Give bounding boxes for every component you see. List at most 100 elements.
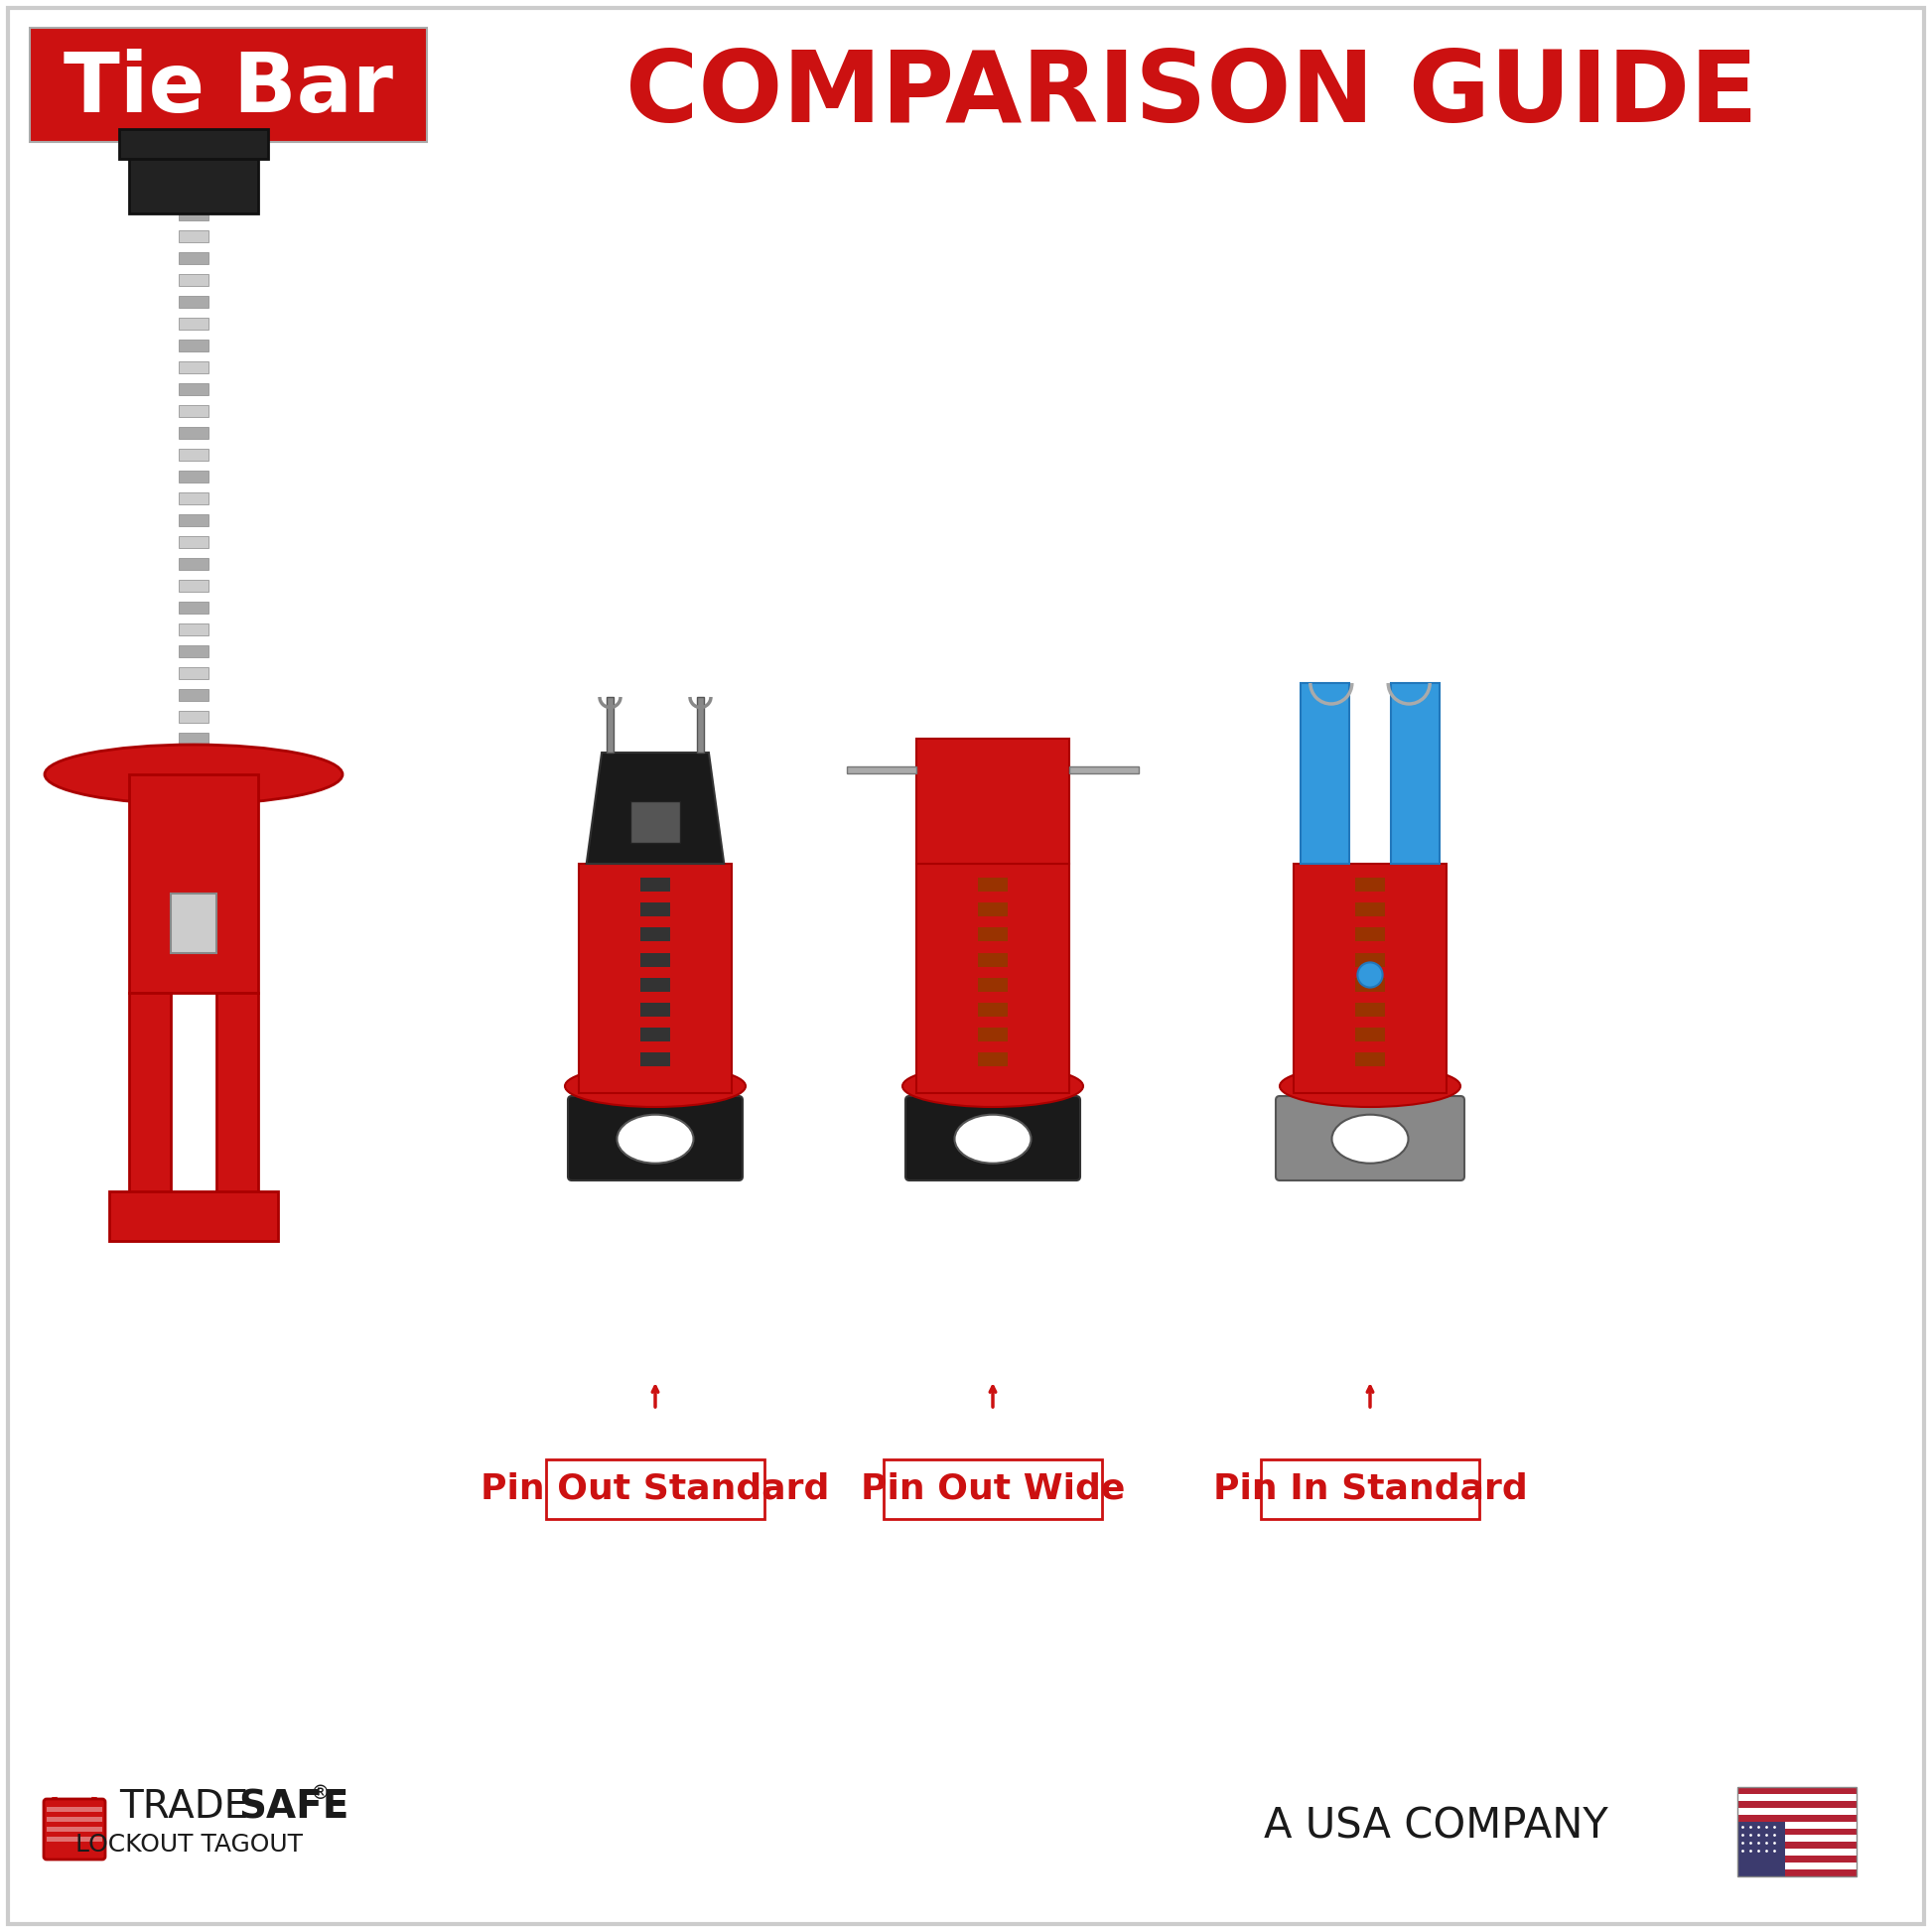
Bar: [178, 209, 209, 220]
Text: Pin Out Standard: Pin Out Standard: [481, 1472, 829, 1507]
Bar: [1354, 877, 1385, 891]
Bar: [230, 155, 236, 213]
Bar: [46, 1816, 102, 1822]
Bar: [178, 230, 209, 242]
Bar: [639, 1053, 670, 1066]
Bar: [1737, 1801, 1857, 1808]
Bar: [129, 993, 170, 1211]
FancyBboxPatch shape: [1262, 1459, 1480, 1519]
Bar: [1354, 1053, 1385, 1066]
Bar: [178, 471, 209, 483]
Bar: [1737, 1787, 1857, 1795]
Bar: [178, 361, 209, 373]
Bar: [178, 558, 209, 570]
Bar: [639, 1028, 670, 1041]
Text: SAFE: SAFE: [238, 1787, 350, 1826]
Text: Tie Bar: Tie Bar: [64, 48, 392, 129]
Text: ®: ®: [309, 1783, 328, 1803]
Bar: [639, 978, 670, 991]
Bar: [978, 1028, 1009, 1041]
Bar: [846, 767, 916, 773]
Bar: [178, 580, 209, 591]
Bar: [46, 1806, 102, 1812]
Bar: [170, 993, 216, 1211]
Polygon shape: [587, 753, 724, 864]
Ellipse shape: [1279, 1065, 1461, 1107]
Bar: [639, 902, 670, 916]
FancyBboxPatch shape: [883, 1459, 1101, 1519]
Bar: [580, 864, 732, 1094]
Bar: [178, 383, 209, 396]
Bar: [978, 927, 1009, 941]
Bar: [1354, 902, 1385, 916]
Bar: [1354, 1003, 1385, 1016]
Bar: [1068, 767, 1138, 773]
Bar: [178, 777, 209, 788]
Bar: [1737, 1814, 1857, 1822]
Bar: [46, 1837, 102, 1841]
Bar: [178, 406, 209, 417]
Bar: [1354, 978, 1385, 991]
Bar: [178, 253, 209, 265]
Bar: [178, 296, 209, 307]
Bar: [178, 645, 209, 657]
Bar: [1737, 1870, 1857, 1876]
Bar: [1737, 1795, 1857, 1801]
Text: LOCKOUT TAGOUT: LOCKOUT TAGOUT: [75, 1833, 301, 1857]
FancyBboxPatch shape: [29, 27, 427, 141]
Bar: [178, 624, 209, 636]
Bar: [178, 427, 209, 439]
Bar: [129, 155, 259, 213]
Bar: [178, 667, 209, 678]
Ellipse shape: [564, 1065, 746, 1107]
Bar: [178, 711, 209, 723]
Bar: [178, 732, 209, 744]
Ellipse shape: [44, 744, 342, 804]
Bar: [178, 601, 209, 614]
Bar: [120, 129, 269, 158]
Ellipse shape: [1358, 962, 1383, 987]
Text: COMPARISON GUIDE: COMPARISON GUIDE: [626, 46, 1758, 143]
Bar: [216, 993, 259, 1211]
Bar: [110, 1192, 278, 1240]
Bar: [178, 842, 209, 854]
Ellipse shape: [616, 1115, 694, 1163]
FancyBboxPatch shape: [1275, 1095, 1464, 1180]
Bar: [178, 274, 209, 286]
Bar: [1737, 1857, 1857, 1862]
Bar: [151, 155, 156, 213]
Bar: [1737, 1822, 1785, 1876]
Bar: [178, 819, 209, 833]
Bar: [630, 802, 680, 842]
Bar: [639, 1003, 670, 1016]
Text: Pin Out Wide: Pin Out Wide: [860, 1472, 1124, 1507]
Text: TRADE: TRADE: [120, 1787, 249, 1826]
Bar: [978, 877, 1009, 891]
Text: Pin In Standard: Pin In Standard: [1213, 1472, 1528, 1507]
FancyBboxPatch shape: [547, 1459, 765, 1519]
Bar: [178, 690, 209, 701]
Bar: [170, 893, 216, 952]
Bar: [197, 155, 203, 213]
Bar: [129, 775, 259, 993]
Bar: [1737, 1822, 1857, 1828]
Bar: [178, 798, 209, 810]
Bar: [1354, 927, 1385, 941]
Bar: [178, 493, 209, 504]
Bar: [1354, 1028, 1385, 1041]
Bar: [978, 1003, 1009, 1016]
FancyBboxPatch shape: [44, 1799, 104, 1859]
Bar: [1737, 1787, 1857, 1876]
Bar: [1391, 684, 1439, 864]
Bar: [607, 697, 614, 753]
Bar: [978, 1053, 1009, 1066]
Bar: [978, 952, 1009, 966]
FancyBboxPatch shape: [906, 1095, 1080, 1180]
Bar: [639, 952, 670, 966]
Bar: [182, 155, 187, 213]
Text: A USA COMPANY: A USA COMPANY: [1264, 1806, 1607, 1847]
Bar: [178, 755, 209, 767]
Bar: [1737, 1808, 1857, 1814]
Bar: [1737, 1835, 1857, 1841]
Bar: [639, 877, 670, 891]
